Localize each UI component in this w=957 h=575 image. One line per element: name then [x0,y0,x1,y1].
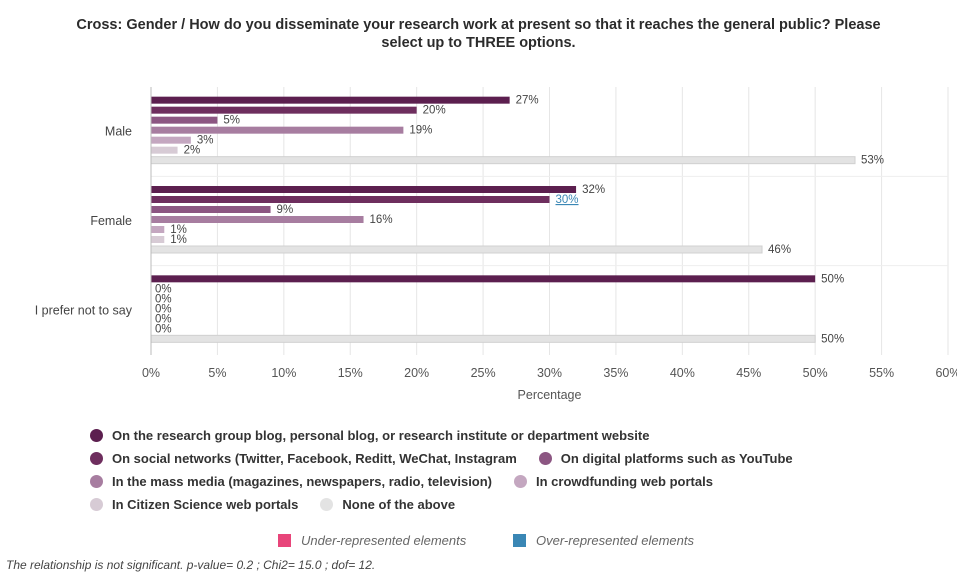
legend-row: In Citizen Science web portals None of t… [90,493,930,516]
x-tick-label: 15% [338,366,363,380]
x-tick-label: 50% [803,366,828,380]
bar [151,226,165,233]
legend-label: In the mass media (magazines, newspapers… [112,474,493,489]
data-label: 5% [223,115,240,127]
bar [151,126,404,134]
bar [151,186,577,193]
x-tick-label: 60% [935,366,957,380]
legend-item-none[interactable]: None of the above [320,497,455,512]
bar [150,334,816,343]
under-represented-swatch [278,534,291,547]
over-represented-label: Over-represented elements [536,533,695,548]
legend-row: On social networks (Twitter, Facebook, R… [90,447,930,470]
bar [151,206,271,213]
data-label: 16% [370,214,393,226]
data-label: 0% [155,303,172,315]
over-represented-legend: Over-represented elements [513,533,694,548]
x-tick-label: 45% [736,366,761,380]
data-label: 32% [582,184,605,196]
legend-marker [514,475,528,488]
legend-marker [538,452,552,465]
x-tick-label: 35% [603,366,628,380]
legend-marker [90,429,103,442]
x-tick-label: 40% [670,366,695,380]
bar [151,236,165,243]
legend-item-mass-media[interactable]: In the mass media (magazines, newspapers… [90,474,492,489]
data-label: 50% [821,333,844,345]
legend-label: On the research group blog, personal blo… [112,428,650,443]
over-represented-swatch [513,534,526,547]
data-label: 50% [821,273,844,285]
category-label: Female [90,214,132,228]
legend-item-social-networks[interactable]: On social networks (Twitter, Facebook, R… [90,451,517,466]
data-label: 1% [170,234,187,246]
bar [151,136,191,144]
under-represented-label: Under-represented elements [301,533,467,548]
legend-label: In crowdfunding web portals [536,474,713,489]
x-tick-label: 25% [471,366,496,380]
legend-marker [90,498,103,511]
bar [151,146,178,154]
category-label: I prefer not to say [35,303,133,317]
significance-note: The relationship is not significant. p-v… [6,558,376,572]
legend-marker [90,452,103,465]
legend-item-crowdfunding[interactable]: In crowdfunding web portals [514,474,713,489]
data-label: 19% [409,125,432,137]
category-label: Male [105,125,132,139]
x-axis-label: Percentage [518,388,582,402]
bars [150,96,856,343]
legend-label: On digital platforms such as YouTube [560,451,793,466]
legend-marker [90,475,103,488]
legend-label: None of the above [342,497,456,512]
legend-item-blog[interactable]: On the research group blog, personal blo… [90,428,649,443]
data-label: 3% [197,135,214,147]
axes: 0% 5% 10% 15% 20% 25% 30% 35% 40% 45% 50% 55% 60% Per… [35,87,957,402]
legend-item-citizen-science[interactable]: In Citizen Science web portals [90,497,298,512]
legend-row: On the research group blog, personal blo… [90,424,930,447]
legend-marker [320,498,334,511]
chart-legend: On the research group blog, personal blo… [90,424,930,516]
bar [151,216,364,223]
data-labels: 27% 20% 5% 19% 3%2% 53% 32%30% 9% 16% 1%1% 46% 50% 0… [155,95,884,346]
data-label: 27% [516,95,539,107]
data-label: 2% [184,145,201,157]
data-label: 30% [556,194,579,206]
data-label: 0% [155,313,172,325]
data-label: 9% [277,204,294,216]
bar [151,275,816,283]
chart-title-line-1: Cross: Gender / How do you disseminate y… [76,17,881,33]
data-label: 46% [768,244,791,256]
x-tick-label: 55% [869,366,894,380]
bar [150,245,763,254]
bar [151,96,510,104]
data-label: 0% [155,323,172,335]
bar [150,156,856,165]
bar [151,106,417,114]
legend-item-digital-platforms[interactable]: On digital platforms such as YouTube [538,451,793,466]
bar-chart: 27%20%5%19%3%2%53%32%30%9%16%1%1%46%50%0… [35,87,957,402]
legend-label: In Citizen Science web portals [112,497,299,512]
data-label: 0% [155,293,172,305]
chart-title: Cross: Gender / How do you disseminate y… [0,16,957,52]
data-label: 53% [861,155,884,167]
x-tick-label: 5% [208,366,226,380]
data-label: 1% [170,224,187,236]
x-tick-label: 20% [404,366,429,380]
legend-label: On social networks (Twitter, Facebook, R… [112,451,517,466]
x-tick-label: 0% [142,366,160,380]
x-tick-label: 10% [271,366,296,380]
legend-row: In the mass media (magazines, newspapers… [90,470,930,493]
chart-title-line-2: select up to THREE options. [381,35,576,51]
data-label: 0% [155,283,172,295]
bar [151,196,550,203]
data-label: 20% [423,105,446,117]
gridlines [150,87,949,355]
x-tick-label: 30% [537,366,562,380]
under-represented-legend: Under-represented elements [278,533,466,548]
bar [151,116,218,124]
